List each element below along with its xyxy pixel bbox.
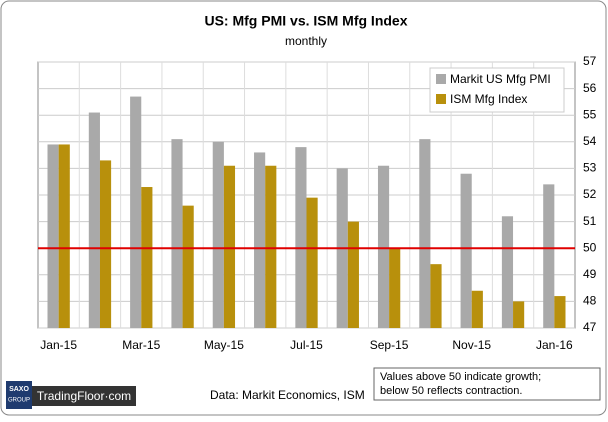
bar — [223, 165, 236, 328]
bar — [130, 96, 142, 328]
chart-title: US: Mfg PMI vs. ISM Mfg Index — [204, 13, 407, 29]
bar — [471, 290, 483, 328]
logo-box — [6, 381, 32, 409]
bar — [513, 301, 525, 328]
bar — [306, 197, 318, 328]
site: TradingFloor·com — [37, 389, 131, 403]
logo-bottom: GROUP — [8, 398, 30, 404]
legend — [429, 67, 565, 113]
chart-subtitle: monthly — [285, 34, 327, 48]
bar — [295, 147, 307, 328]
x-tick-label: Nov-15 — [452, 338, 491, 352]
legend-swatch — [436, 74, 446, 84]
x-tick-label: Mar-15 — [122, 338, 160, 352]
bar — [141, 187, 153, 328]
legend-swatch — [436, 94, 446, 104]
y-tick-label: 50 — [583, 240, 597, 254]
bar — [460, 173, 472, 328]
y-tick-label: 49 — [583, 267, 597, 281]
bar — [212, 141, 224, 328]
bar — [171, 139, 183, 328]
note-box — [373, 367, 601, 401]
y-tick-label: 51 — [583, 214, 597, 228]
bar — [58, 144, 70, 328]
y-tick-label: 55 — [583, 107, 597, 121]
bar — [377, 165, 390, 328]
bar — [389, 248, 401, 328]
y-tick-label: 48 — [583, 294, 597, 308]
x-tick-label: Sep-15 — [370, 338, 409, 352]
source: Data: Markit Economics, ISM — [210, 388, 365, 402]
y-tick-label: 52 — [583, 187, 597, 201]
x-tick-label: Jan-15 — [40, 338, 77, 352]
y-tick-label: 56 — [583, 81, 597, 95]
bar — [182, 205, 194, 328]
y-tick-label: 54 — [583, 134, 597, 148]
bar — [501, 216, 514, 328]
bar — [347, 221, 359, 328]
x-tick-label: Jan-16 — [536, 338, 573, 352]
bar — [254, 152, 266, 328]
x-tick-label: May-15 — [204, 338, 244, 352]
x-tick-label: Jul-15 — [290, 338, 323, 352]
bar — [554, 296, 566, 328]
bar — [419, 139, 431, 328]
note: below 50 reflects contraction. — [380, 385, 522, 397]
legend-label: ISM Mfg Index — [450, 92, 527, 106]
note: Values above 50 indicate growth; — [380, 371, 541, 383]
y-tick-label: 53 — [583, 161, 597, 175]
logo-top: SAXO — [9, 386, 29, 393]
bar — [47, 144, 59, 328]
y-tick-label: 47 — [583, 320, 597, 334]
bar — [99, 160, 112, 328]
bar — [543, 184, 555, 328]
bar — [430, 264, 442, 328]
site-box — [32, 386, 136, 406]
bar — [265, 165, 277, 328]
bar — [88, 112, 100, 328]
y-tick-label: 57 — [583, 54, 597, 68]
legend-label: Markit US Mfg PMI — [450, 72, 551, 86]
